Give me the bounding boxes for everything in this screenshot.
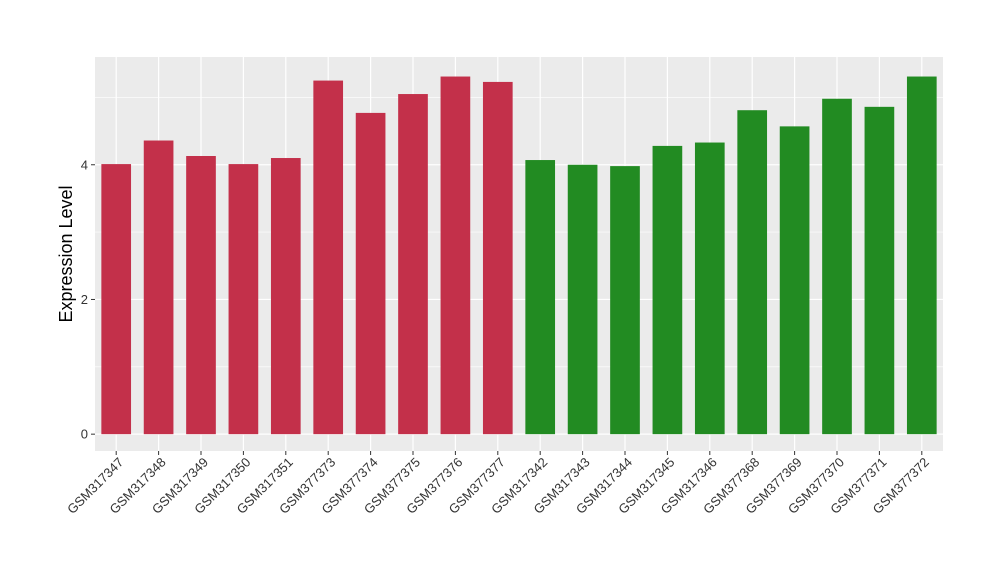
- bar: [440, 76, 471, 435]
- bars: [101, 76, 937, 435]
- y-tick-label: 0: [81, 427, 88, 442]
- bar: [101, 164, 132, 435]
- x-axis: GSM317347GSM317348GSM317349GSM317350GSM3…: [64, 451, 932, 517]
- bar: [737, 110, 768, 435]
- plot-panel: [95, 57, 943, 451]
- y-tick-label: 4: [81, 157, 88, 172]
- bar: [652, 145, 683, 435]
- bar: [694, 142, 725, 435]
- bar: [822, 98, 852, 435]
- bar: [525, 160, 556, 435]
- y-axis-title: Expression Level: [56, 185, 76, 322]
- bar: [398, 94, 428, 435]
- bar: [143, 140, 174, 435]
- y-tick-label: 2: [81, 292, 88, 307]
- bar: [906, 76, 937, 435]
- bar: [355, 112, 386, 435]
- bar: [186, 156, 216, 435]
- bar: [228, 164, 259, 435]
- bar: [864, 106, 895, 435]
- bar: [567, 164, 598, 435]
- bar: [482, 81, 513, 435]
- bar: [779, 126, 810, 435]
- y-axis: 0 2 4: [81, 157, 95, 442]
- bar: [610, 166, 640, 435]
- bar: [270, 158, 301, 435]
- bar: [313, 80, 344, 435]
